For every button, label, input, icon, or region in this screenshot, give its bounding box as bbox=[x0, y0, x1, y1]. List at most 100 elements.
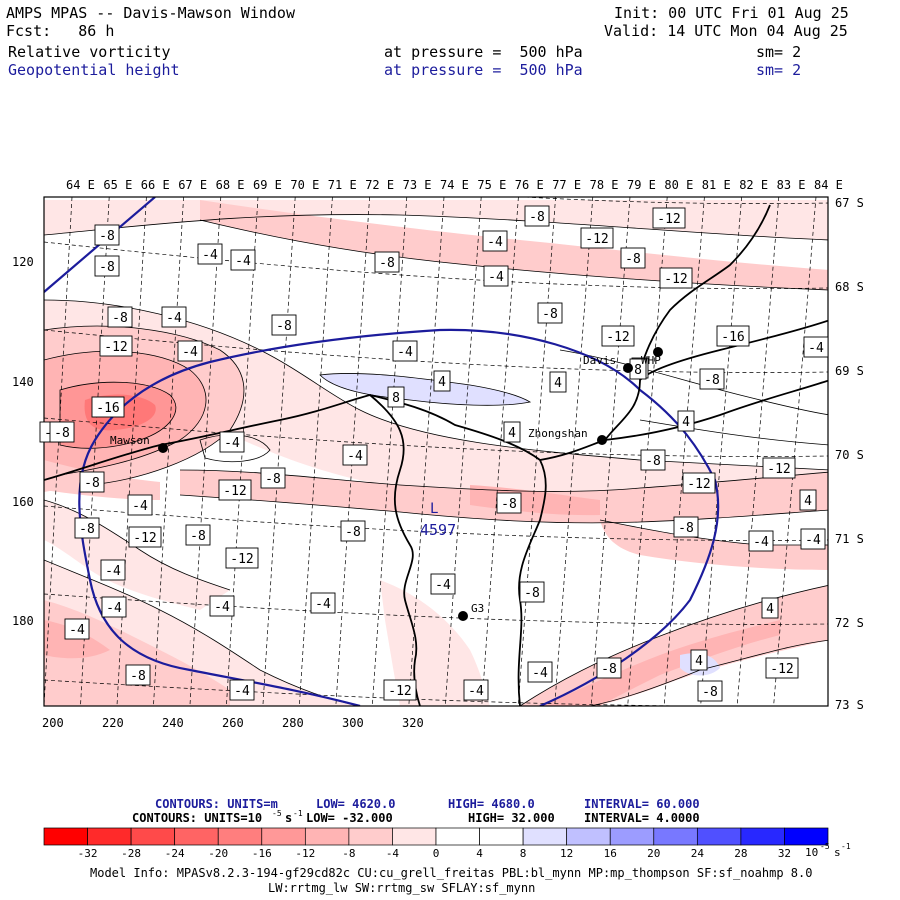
contour-label: 4 bbox=[690, 649, 708, 671]
svg-text:8: 8 bbox=[392, 391, 400, 406]
contour-label: 4 bbox=[799, 489, 817, 511]
contour-label: -12 bbox=[765, 657, 799, 679]
model-info-line2: LW:rrtmg_lw SW:rrtmg_sw SFLAY:sf_mynn bbox=[268, 881, 536, 895]
colorbar-tick-label: -16 bbox=[252, 847, 272, 860]
colorbar-tick-label: -24 bbox=[165, 847, 185, 860]
svg-text:-8: -8 bbox=[601, 662, 617, 677]
contour-label: -4 bbox=[161, 306, 187, 328]
contour-label: -12 bbox=[128, 526, 162, 548]
low-center-letter: L bbox=[430, 501, 438, 517]
contour-label: -8 bbox=[697, 680, 723, 702]
colorbar-segment bbox=[566, 827, 611, 846]
colorbar-segment bbox=[653, 827, 698, 846]
grid-x-label: 220 bbox=[102, 716, 124, 730]
colorbar-segment bbox=[609, 827, 655, 846]
svg-text:-4: -4 bbox=[468, 684, 484, 699]
contour-label: 4 bbox=[761, 597, 779, 619]
contour-label: -16 bbox=[91, 396, 125, 418]
contour-label: -4 bbox=[209, 595, 235, 617]
contour-label: -8 bbox=[94, 255, 120, 277]
meridian-line bbox=[299, 197, 333, 706]
svg-text:-8: -8 bbox=[99, 229, 115, 244]
lon-label: 73 E bbox=[403, 178, 432, 192]
axis-labels: 64 E 65 E 66 E 67 E 68 E 69 E 70 E 71 E 72 E 73 E… bbox=[12, 178, 864, 730]
meridian-line bbox=[590, 197, 631, 706]
svg-text:-4: -4 bbox=[532, 666, 548, 681]
svg-text:-4: -4 bbox=[808, 341, 824, 356]
colorbar-segment bbox=[174, 827, 219, 846]
contour-label: -4 bbox=[127, 494, 153, 516]
contour-label: -8 bbox=[79, 471, 105, 493]
plot-frame bbox=[43, 196, 829, 707]
contour-label: -4 bbox=[430, 573, 456, 595]
contour-label: -4 bbox=[100, 559, 126, 581]
lon-label: 81 E bbox=[702, 178, 731, 192]
lon-label: 75 E bbox=[477, 178, 506, 192]
station-mawson-label: Mawson bbox=[110, 434, 150, 447]
parallel-line bbox=[44, 505, 828, 541]
meridian-line bbox=[371, 197, 408, 706]
vorticity-shading bbox=[44, 200, 828, 706]
colorbar-tick-label: 32 bbox=[778, 847, 791, 860]
meridian-line bbox=[663, 197, 705, 706]
parallel-line bbox=[44, 593, 828, 625]
contour-label: -8 bbox=[185, 524, 211, 546]
colorbar-segment bbox=[43, 827, 88, 846]
station-whp-label: WHP bbox=[641, 354, 661, 367]
colorbar-segment bbox=[348, 827, 393, 846]
colorbar-segment bbox=[87, 827, 132, 846]
svg-text:-12: -12 bbox=[767, 462, 790, 477]
contour-label: -8 bbox=[673, 516, 699, 538]
grid-y-label: 180 bbox=[12, 614, 34, 628]
colorbar-tick-label: -8 bbox=[342, 847, 355, 860]
svg-text:-8: -8 bbox=[501, 497, 517, 512]
contour-info-vort-low: LOW= -32.000 bbox=[306, 811, 393, 825]
svg-text:-8: -8 bbox=[542, 307, 558, 322]
colorbar-segment bbox=[696, 827, 742, 846]
grid-y-label: 120 bbox=[12, 255, 34, 269]
svg-text:-4: -4 bbox=[435, 578, 451, 593]
contour-label: -4 bbox=[230, 249, 256, 271]
lon-label: 79 E bbox=[627, 178, 656, 192]
meridian-line bbox=[80, 197, 110, 706]
station-mawson-marker bbox=[158, 443, 168, 453]
grid-x-label: 240 bbox=[162, 716, 184, 730]
forecast-hour: Fcst: 86 h bbox=[6, 22, 115, 40]
contour-label: -8 bbox=[49, 421, 75, 443]
contour-label: -8 bbox=[340, 520, 366, 542]
grid-y-label: 160 bbox=[12, 495, 34, 509]
contour-label: -8 bbox=[496, 492, 522, 514]
contour-info-vort-label: CONTOURS: UNITS=10 bbox=[132, 811, 262, 825]
meridian-line bbox=[116, 197, 147, 706]
contour-label: 4 bbox=[677, 410, 695, 432]
contour-label: -4 bbox=[342, 444, 368, 466]
svg-text:-8: -8 bbox=[130, 669, 146, 684]
svg-text:-4: -4 bbox=[487, 235, 503, 250]
lon-label: 70 E bbox=[290, 178, 319, 192]
contour-label: -8 bbox=[125, 664, 151, 686]
grid-x-label: 300 bbox=[342, 716, 364, 730]
contour-label: -4 bbox=[219, 431, 245, 453]
svg-text:-8: -8 bbox=[645, 454, 661, 469]
contour-info-height-label: CONTOURS: UNITS=m bbox=[155, 797, 278, 811]
svg-text:-12: -12 bbox=[687, 477, 710, 492]
grid-x-label: 200 bbox=[42, 716, 64, 730]
contour-label: -8 bbox=[519, 581, 545, 603]
contour-label: 8 bbox=[629, 358, 647, 380]
contour-label: -4 bbox=[803, 336, 829, 358]
svg-text:-12: -12 bbox=[606, 330, 629, 345]
contour-info-vort-high: HIGH= 32.000 bbox=[468, 811, 555, 825]
svg-text:-8: -8 bbox=[276, 319, 292, 334]
contour-label: 4 bbox=[549, 371, 567, 393]
svg-text:-8: -8 bbox=[265, 472, 281, 487]
svg-text:-8: -8 bbox=[79, 522, 95, 537]
station-davis-marker bbox=[623, 363, 633, 373]
contour-info-height-interval: INTERVAL= 60.000 bbox=[584, 797, 700, 811]
contour-info-height-high: HIGH= 4680.0 bbox=[448, 797, 535, 811]
contour-label: -4 bbox=[483, 265, 509, 287]
contour-label: -12 bbox=[682, 472, 716, 494]
station-zhongshan-marker bbox=[597, 435, 607, 445]
colorbar-unit-s-exp: -1 bbox=[841, 842, 851, 851]
svg-text:-8: -8 bbox=[112, 311, 128, 326]
contour-label: -12 bbox=[225, 547, 259, 569]
